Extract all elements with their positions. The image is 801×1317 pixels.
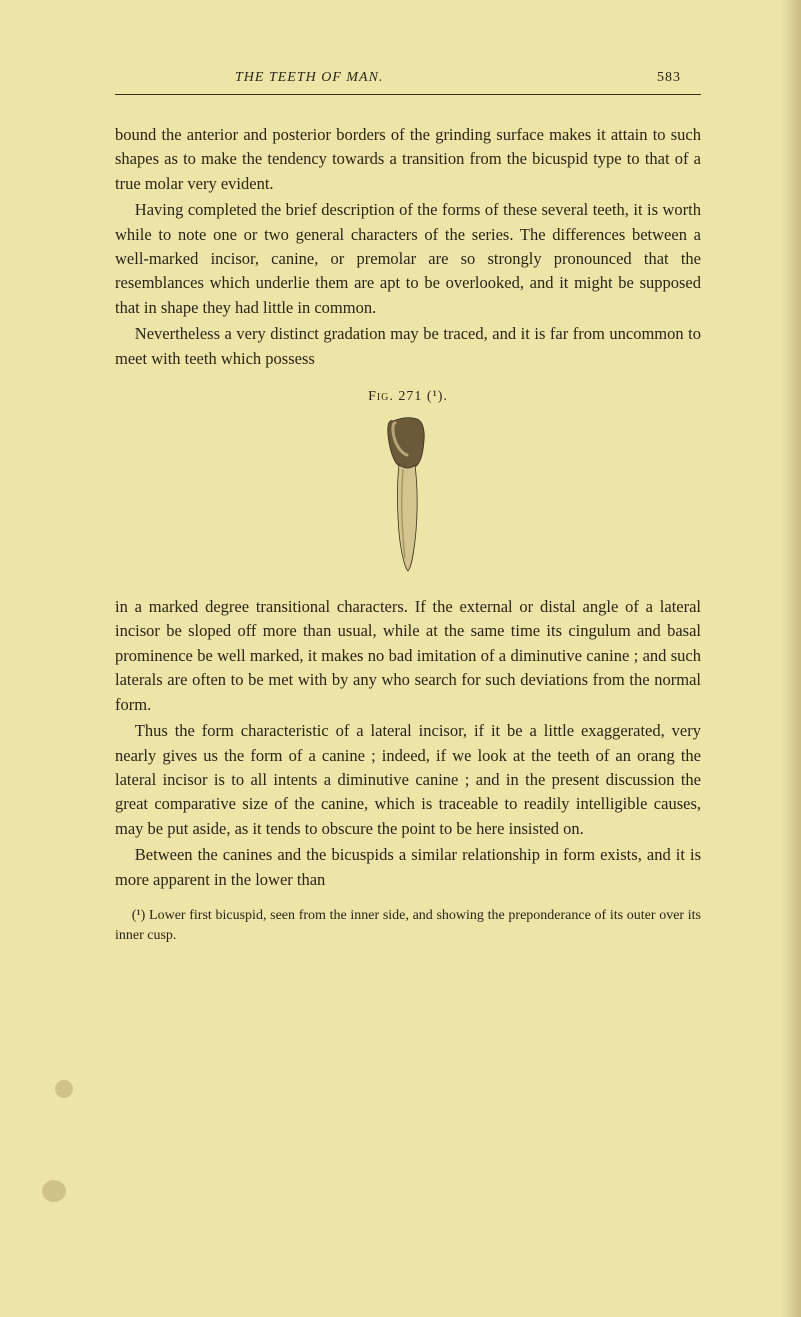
foxing-spot [42,1180,66,1202]
figure-image [115,413,701,573]
footnote-text: Lower first bicuspid, seen from the inne… [115,908,701,943]
body-text: bound the anterior and posterior borders… [115,123,701,371]
paragraph-4: in a marked degree transitional characte… [115,595,701,717]
paragraph-3: Nevertheless a very distinct gradation m… [115,322,701,371]
foxing-spot [55,1080,73,1098]
paragraph-2: Having completed the brief description o… [115,198,701,320]
paragraph-1: bound the anterior and posterior borders… [115,123,701,196]
running-title: THE TEETH OF MAN. [235,70,383,86]
tooth-icon [381,413,436,573]
header-rule [115,94,701,95]
page-content: THE TEETH OF MAN. 583 bound the anterior… [115,70,701,945]
page-number: 583 [657,70,681,86]
figure-label: Fig. 271 (¹). [115,389,701,405]
footnote: (¹) Lower first bicuspid, seen from the … [115,906,701,945]
footnote-marker: (¹) [132,908,146,923]
paragraph-6: Between the canines and the bicuspids a … [115,843,701,892]
running-header: THE TEETH OF MAN. 583 [115,70,701,86]
body-text-continued: in a marked degree transitional characte… [115,595,701,892]
page-edge-shadow [781,0,801,1317]
paragraph-5: Thus the form characteristic of a latera… [115,719,701,841]
